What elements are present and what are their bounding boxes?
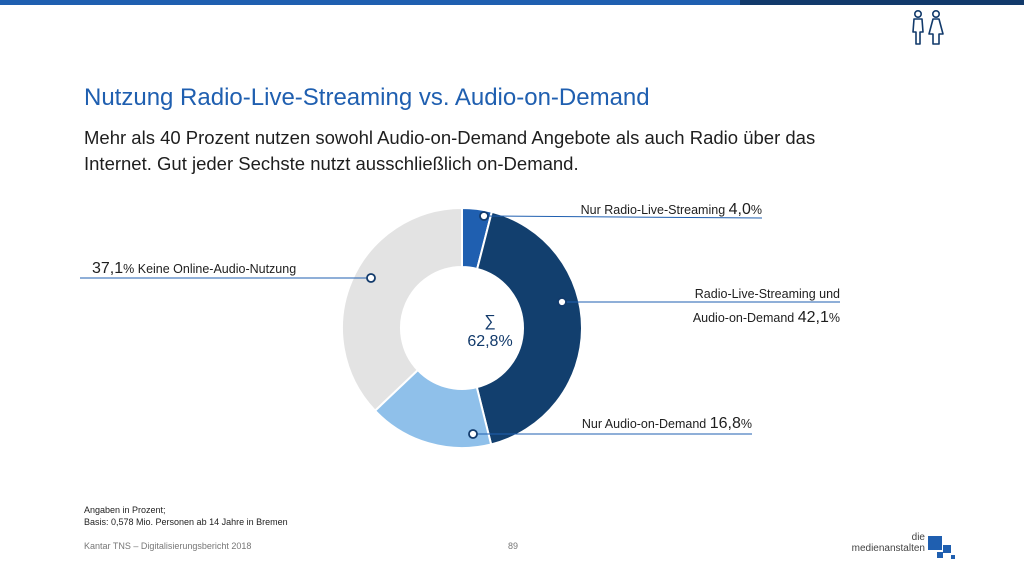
page-title: Nutzung Radio-Live-Streaming vs. Audio-o… xyxy=(84,84,650,111)
leader-dot-1 xyxy=(557,297,567,307)
brand-line-1: die xyxy=(911,532,925,543)
page-subtitle: Mehr als 40 Prozent nutzen sowohl Audio-… xyxy=(84,127,816,174)
notes-line-2: Basis: 0,578 Mio. Personen ab 14 Jahre i… xyxy=(84,517,288,527)
slice-label-0: Nur Radio-Live-Streaming 4,0% xyxy=(581,201,762,218)
center-sum-symbol: ∑ xyxy=(484,313,495,330)
chart-notes: Angaben in Prozent; Basis: 0,578 Mio. Pe… xyxy=(84,504,288,528)
leader-dot-0 xyxy=(479,211,489,221)
center-sum-value: 62,8% xyxy=(467,333,512,350)
top-accent-bar xyxy=(0,0,740,5)
leader-dot-3 xyxy=(366,273,376,283)
slice-label-3: 37,1% Keine Online-Audio-Nutzung xyxy=(92,260,296,277)
donut-slice-1 xyxy=(475,210,583,446)
brand-logo xyxy=(928,536,955,559)
page-number: 89 xyxy=(508,541,519,551)
leader-line-0 xyxy=(483,215,763,219)
leader-dot-2 xyxy=(468,429,478,439)
brand-name: die medienanstalten xyxy=(830,532,925,554)
donut-slice-3 xyxy=(341,206,463,413)
notes-line-1: Angaben in Prozent; xyxy=(84,505,166,515)
top-accent-bar-dark xyxy=(740,0,1024,5)
people-icon xyxy=(912,9,944,45)
footer-source: Kantar TNS – Digitalisierungsbericht 201… xyxy=(84,541,252,551)
brand-line-2: medienanstalten xyxy=(851,543,925,554)
slice-label-1: Radio-Live-Streaming und xyxy=(695,287,840,301)
slice-label-2: Nur Audio-on-Demand 16,8% xyxy=(582,415,752,432)
slice-label-1-line2: Audio-on-Demand 42,1% xyxy=(693,309,840,326)
